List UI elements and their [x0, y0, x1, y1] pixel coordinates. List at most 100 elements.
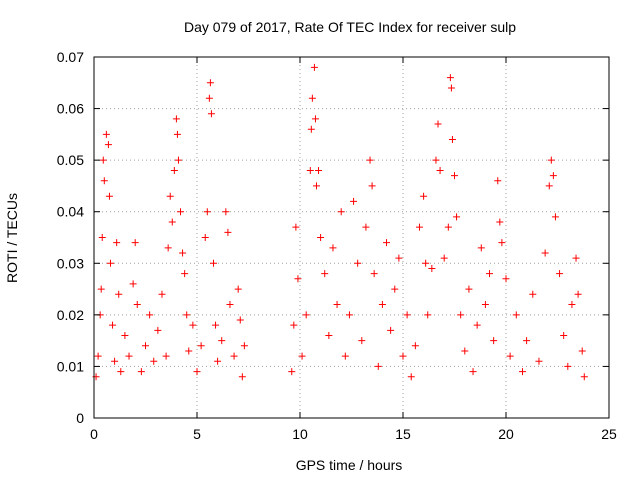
x-tick-label: 25: [601, 426, 617, 442]
data-point: [230, 352, 238, 360]
data-point: [368, 182, 376, 190]
plot-frame: [93, 56, 610, 419]
data-point: [94, 352, 102, 360]
data-point: [100, 177, 108, 185]
data-point: [173, 130, 181, 138]
data-point: [288, 368, 296, 376]
data-point: [179, 249, 187, 257]
data-point: [378, 301, 386, 309]
chart-title: Day 079 of 2017, Rate Of TEC Index for r…: [184, 19, 516, 35]
data-point: [236, 316, 244, 324]
data-point: [307, 125, 315, 133]
data-point: [125, 352, 133, 360]
data-point: [512, 311, 520, 319]
data-point: [387, 326, 395, 334]
data-point: [428, 264, 436, 272]
y-tick-label: 0.02: [57, 307, 84, 323]
data-point: [446, 74, 454, 82]
data-point: [133, 301, 141, 309]
data-point: [172, 115, 180, 123]
data-point: [298, 352, 306, 360]
data-point: [150, 357, 158, 365]
data-point: [403, 311, 411, 319]
data-point: [206, 79, 214, 87]
data-point: [436, 166, 444, 174]
data-point: [564, 362, 572, 370]
y-tick-label: 0.03: [57, 255, 84, 271]
data-point: [325, 331, 333, 339]
data-point: [109, 321, 117, 329]
data-point: [535, 357, 543, 365]
data-point: [308, 94, 316, 102]
data-point: [207, 110, 215, 118]
y-tick-label: 0.07: [57, 49, 84, 65]
data-point: [451, 172, 458, 180]
data-point: [203, 208, 211, 216]
data-point: [444, 223, 452, 231]
data-point: [411, 342, 419, 350]
data-point: [129, 280, 137, 288]
data-point: [572, 254, 580, 262]
data-point: [560, 331, 568, 339]
data-point: [321, 270, 329, 278]
data-point: [448, 136, 456, 144]
data-point: [551, 213, 559, 221]
x-axis-label: GPS time / hours: [296, 457, 403, 473]
data-point: [502, 275, 510, 283]
data-point: [395, 254, 403, 262]
data-point: [98, 234, 106, 241]
data-point: [465, 285, 473, 293]
data-point: [447, 84, 455, 92]
data-point: [366, 156, 374, 164]
data-point: [317, 234, 325, 241]
data-point: [310, 63, 318, 71]
y-tick-label: 0: [76, 410, 84, 426]
data-point: [420, 192, 428, 200]
data-point: [333, 301, 341, 309]
data-point: [113, 239, 121, 247]
data-point: [290, 321, 298, 329]
y-tick-labels: 0 0.01 0.02 0.03 0.04 0.05 0.06 0.07: [57, 49, 84, 426]
data-point: [222, 208, 230, 216]
data-point: [457, 311, 465, 319]
y-axis-label: ROTI / TECUs: [4, 193, 20, 283]
data-point: [362, 223, 370, 231]
data-point: [226, 301, 234, 309]
data-point: [580, 373, 588, 381]
data-point: [170, 166, 178, 174]
data-point: [164, 244, 172, 252]
data-point: [234, 285, 242, 293]
data-point: [105, 192, 113, 200]
data-point: [205, 94, 213, 102]
data-point: [453, 213, 461, 221]
data-point: [490, 337, 498, 345]
data-point: [312, 182, 320, 190]
data-point: [201, 234, 209, 241]
data-point: [399, 352, 407, 360]
data-point: [407, 373, 415, 381]
data-point: [578, 347, 586, 355]
data-point: [350, 197, 358, 205]
data-point: [117, 368, 125, 376]
data-point: [391, 285, 399, 293]
data-point: [177, 208, 185, 216]
data-point: [185, 347, 193, 355]
data-point: [238, 373, 246, 381]
data-point: [545, 182, 553, 190]
data-point: [358, 337, 366, 345]
data-point: [541, 249, 549, 257]
data-point: [292, 223, 300, 231]
data-point: [162, 352, 170, 360]
y-tick-label: 0.04: [57, 204, 84, 220]
data-point: [131, 239, 139, 247]
data-point: [197, 342, 205, 350]
grid-lines: [94, 57, 609, 418]
data-point: [102, 130, 110, 138]
x-tick-label: 20: [498, 426, 514, 442]
data-point: [549, 172, 557, 180]
data-point: [214, 357, 222, 365]
data-point: [97, 285, 105, 293]
data-point: [166, 192, 174, 200]
data-point: [146, 311, 154, 319]
data-point: [354, 259, 362, 267]
